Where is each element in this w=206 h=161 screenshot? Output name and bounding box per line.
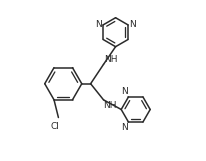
Text: N: N <box>128 20 135 29</box>
Text: N: N <box>120 123 127 132</box>
Text: NH: NH <box>102 101 116 110</box>
Text: N: N <box>95 20 102 29</box>
Text: NH: NH <box>104 55 117 64</box>
Text: Cl: Cl <box>50 122 59 131</box>
Text: N: N <box>120 87 127 96</box>
